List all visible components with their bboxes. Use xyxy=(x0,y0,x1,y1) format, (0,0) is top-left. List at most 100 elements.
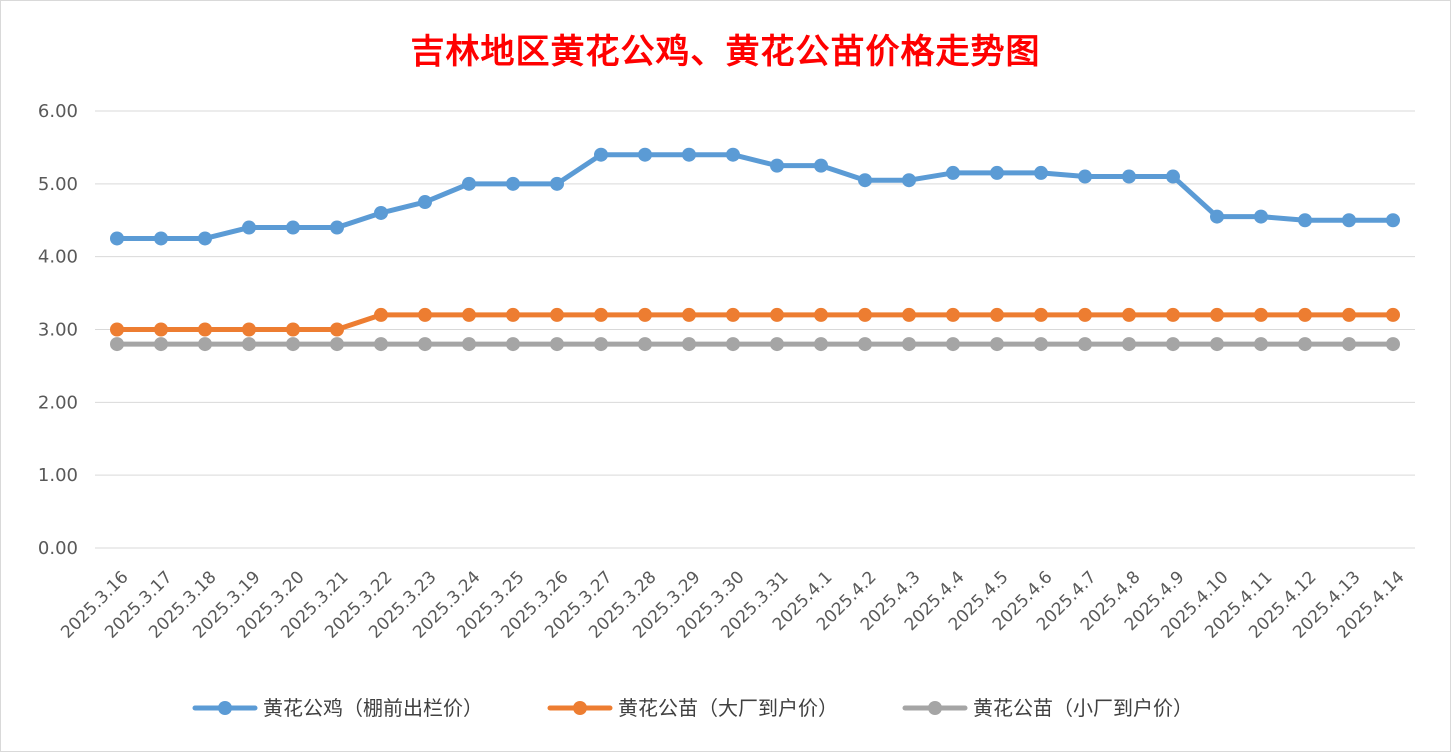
data-point xyxy=(638,147,652,162)
data-point xyxy=(1298,213,1312,228)
data-point xyxy=(1166,337,1180,352)
data-point xyxy=(858,337,872,352)
data-point xyxy=(1210,209,1224,224)
data-point xyxy=(902,173,916,188)
data-point xyxy=(286,337,300,352)
data-point xyxy=(1254,307,1268,322)
series-1 xyxy=(110,307,1400,337)
data-point xyxy=(198,337,212,352)
data-point xyxy=(902,307,916,322)
chart-title: 吉林地区黄花公鸡、黄花公苗价格走势图 xyxy=(410,32,1041,72)
data-point xyxy=(374,307,388,322)
data-point xyxy=(110,322,124,337)
data-point xyxy=(374,337,388,352)
data-point xyxy=(1078,169,1092,184)
data-point xyxy=(726,307,740,322)
data-point xyxy=(1122,169,1136,184)
y-tick-label: 1.00 xyxy=(38,465,78,486)
data-point xyxy=(770,307,784,322)
data-point xyxy=(682,147,696,162)
data-point xyxy=(594,337,608,352)
data-point xyxy=(946,337,960,352)
data-point xyxy=(1122,307,1136,322)
data-point xyxy=(682,307,696,322)
data-point xyxy=(1078,337,1092,352)
data-point xyxy=(242,337,256,352)
data-point xyxy=(638,337,652,352)
data-point xyxy=(990,307,1004,322)
data-point xyxy=(594,147,608,162)
data-point xyxy=(946,307,960,322)
data-point xyxy=(990,337,1004,352)
data-point xyxy=(506,307,520,322)
data-point xyxy=(946,165,960,180)
data-point xyxy=(1386,307,1400,322)
data-point xyxy=(330,337,344,352)
data-point xyxy=(462,307,476,322)
data-point xyxy=(1298,337,1312,352)
data-point xyxy=(506,176,520,191)
data-point xyxy=(550,176,564,191)
legend-item-0: 黄花公鸡（棚前出栏价） xyxy=(192,696,483,720)
data-point xyxy=(682,337,696,352)
data-point xyxy=(770,337,784,352)
legend-marker xyxy=(218,701,232,715)
data-point xyxy=(154,231,168,246)
data-point xyxy=(418,337,432,352)
data-point xyxy=(1034,337,1048,352)
y-tick-label: 4.00 xyxy=(38,247,78,268)
y-tick-label: 3.00 xyxy=(38,320,78,341)
data-point xyxy=(418,195,432,210)
data-point xyxy=(506,337,520,352)
data-point xyxy=(814,307,828,322)
data-point xyxy=(1210,307,1224,322)
data-point xyxy=(330,220,344,235)
y-tick-label: 0.00 xyxy=(38,538,78,559)
legend-item-1: 黄花公苗（大厂到户价） xyxy=(547,696,838,720)
data-point xyxy=(462,176,476,191)
legend-marker xyxy=(928,701,942,715)
data-point xyxy=(726,147,740,162)
data-point xyxy=(990,165,1004,180)
data-point xyxy=(594,307,608,322)
y-tick-label: 6.00 xyxy=(38,101,78,122)
series-line xyxy=(114,152,1396,241)
data-point xyxy=(1166,169,1180,184)
data-point xyxy=(858,307,872,322)
data-point xyxy=(1298,307,1312,322)
data-point xyxy=(1386,337,1400,352)
y-axis-ticks: 0.00 1.00 2.00 3.00 4.00 5.00 6.00 xyxy=(38,101,78,559)
data-point xyxy=(418,307,432,322)
data-point xyxy=(814,158,828,173)
data-point xyxy=(286,322,300,337)
data-point xyxy=(242,220,256,235)
y-tick-label: 2.00 xyxy=(38,392,78,413)
series-line xyxy=(114,312,1396,332)
data-point xyxy=(1342,307,1356,322)
data-point xyxy=(814,337,828,352)
grid-lines xyxy=(95,110,1415,549)
data-point xyxy=(330,322,344,337)
data-point xyxy=(242,322,256,337)
data-point xyxy=(638,307,652,322)
legend-item-2: 黄花公苗（小厂到户价） xyxy=(902,696,1193,720)
data-point xyxy=(1386,213,1400,228)
series-lines xyxy=(110,147,1400,352)
legend-label: 黄花公苗（大厂到户价） xyxy=(618,696,838,720)
data-point xyxy=(198,322,212,337)
legend-marker xyxy=(573,701,587,715)
data-point xyxy=(1034,165,1048,180)
data-point xyxy=(1342,337,1356,352)
x-axis-ticks: 2025.3.162025.3.172025.3.182025.3.192025… xyxy=(57,567,1408,642)
series-0 xyxy=(110,147,1400,246)
data-point xyxy=(1210,337,1224,352)
data-point xyxy=(726,337,740,352)
data-point xyxy=(1254,337,1268,352)
series-2 xyxy=(110,337,1400,352)
data-point xyxy=(110,337,124,352)
data-point xyxy=(1034,307,1048,322)
data-point xyxy=(770,158,784,173)
y-tick-label: 5.00 xyxy=(38,174,78,195)
